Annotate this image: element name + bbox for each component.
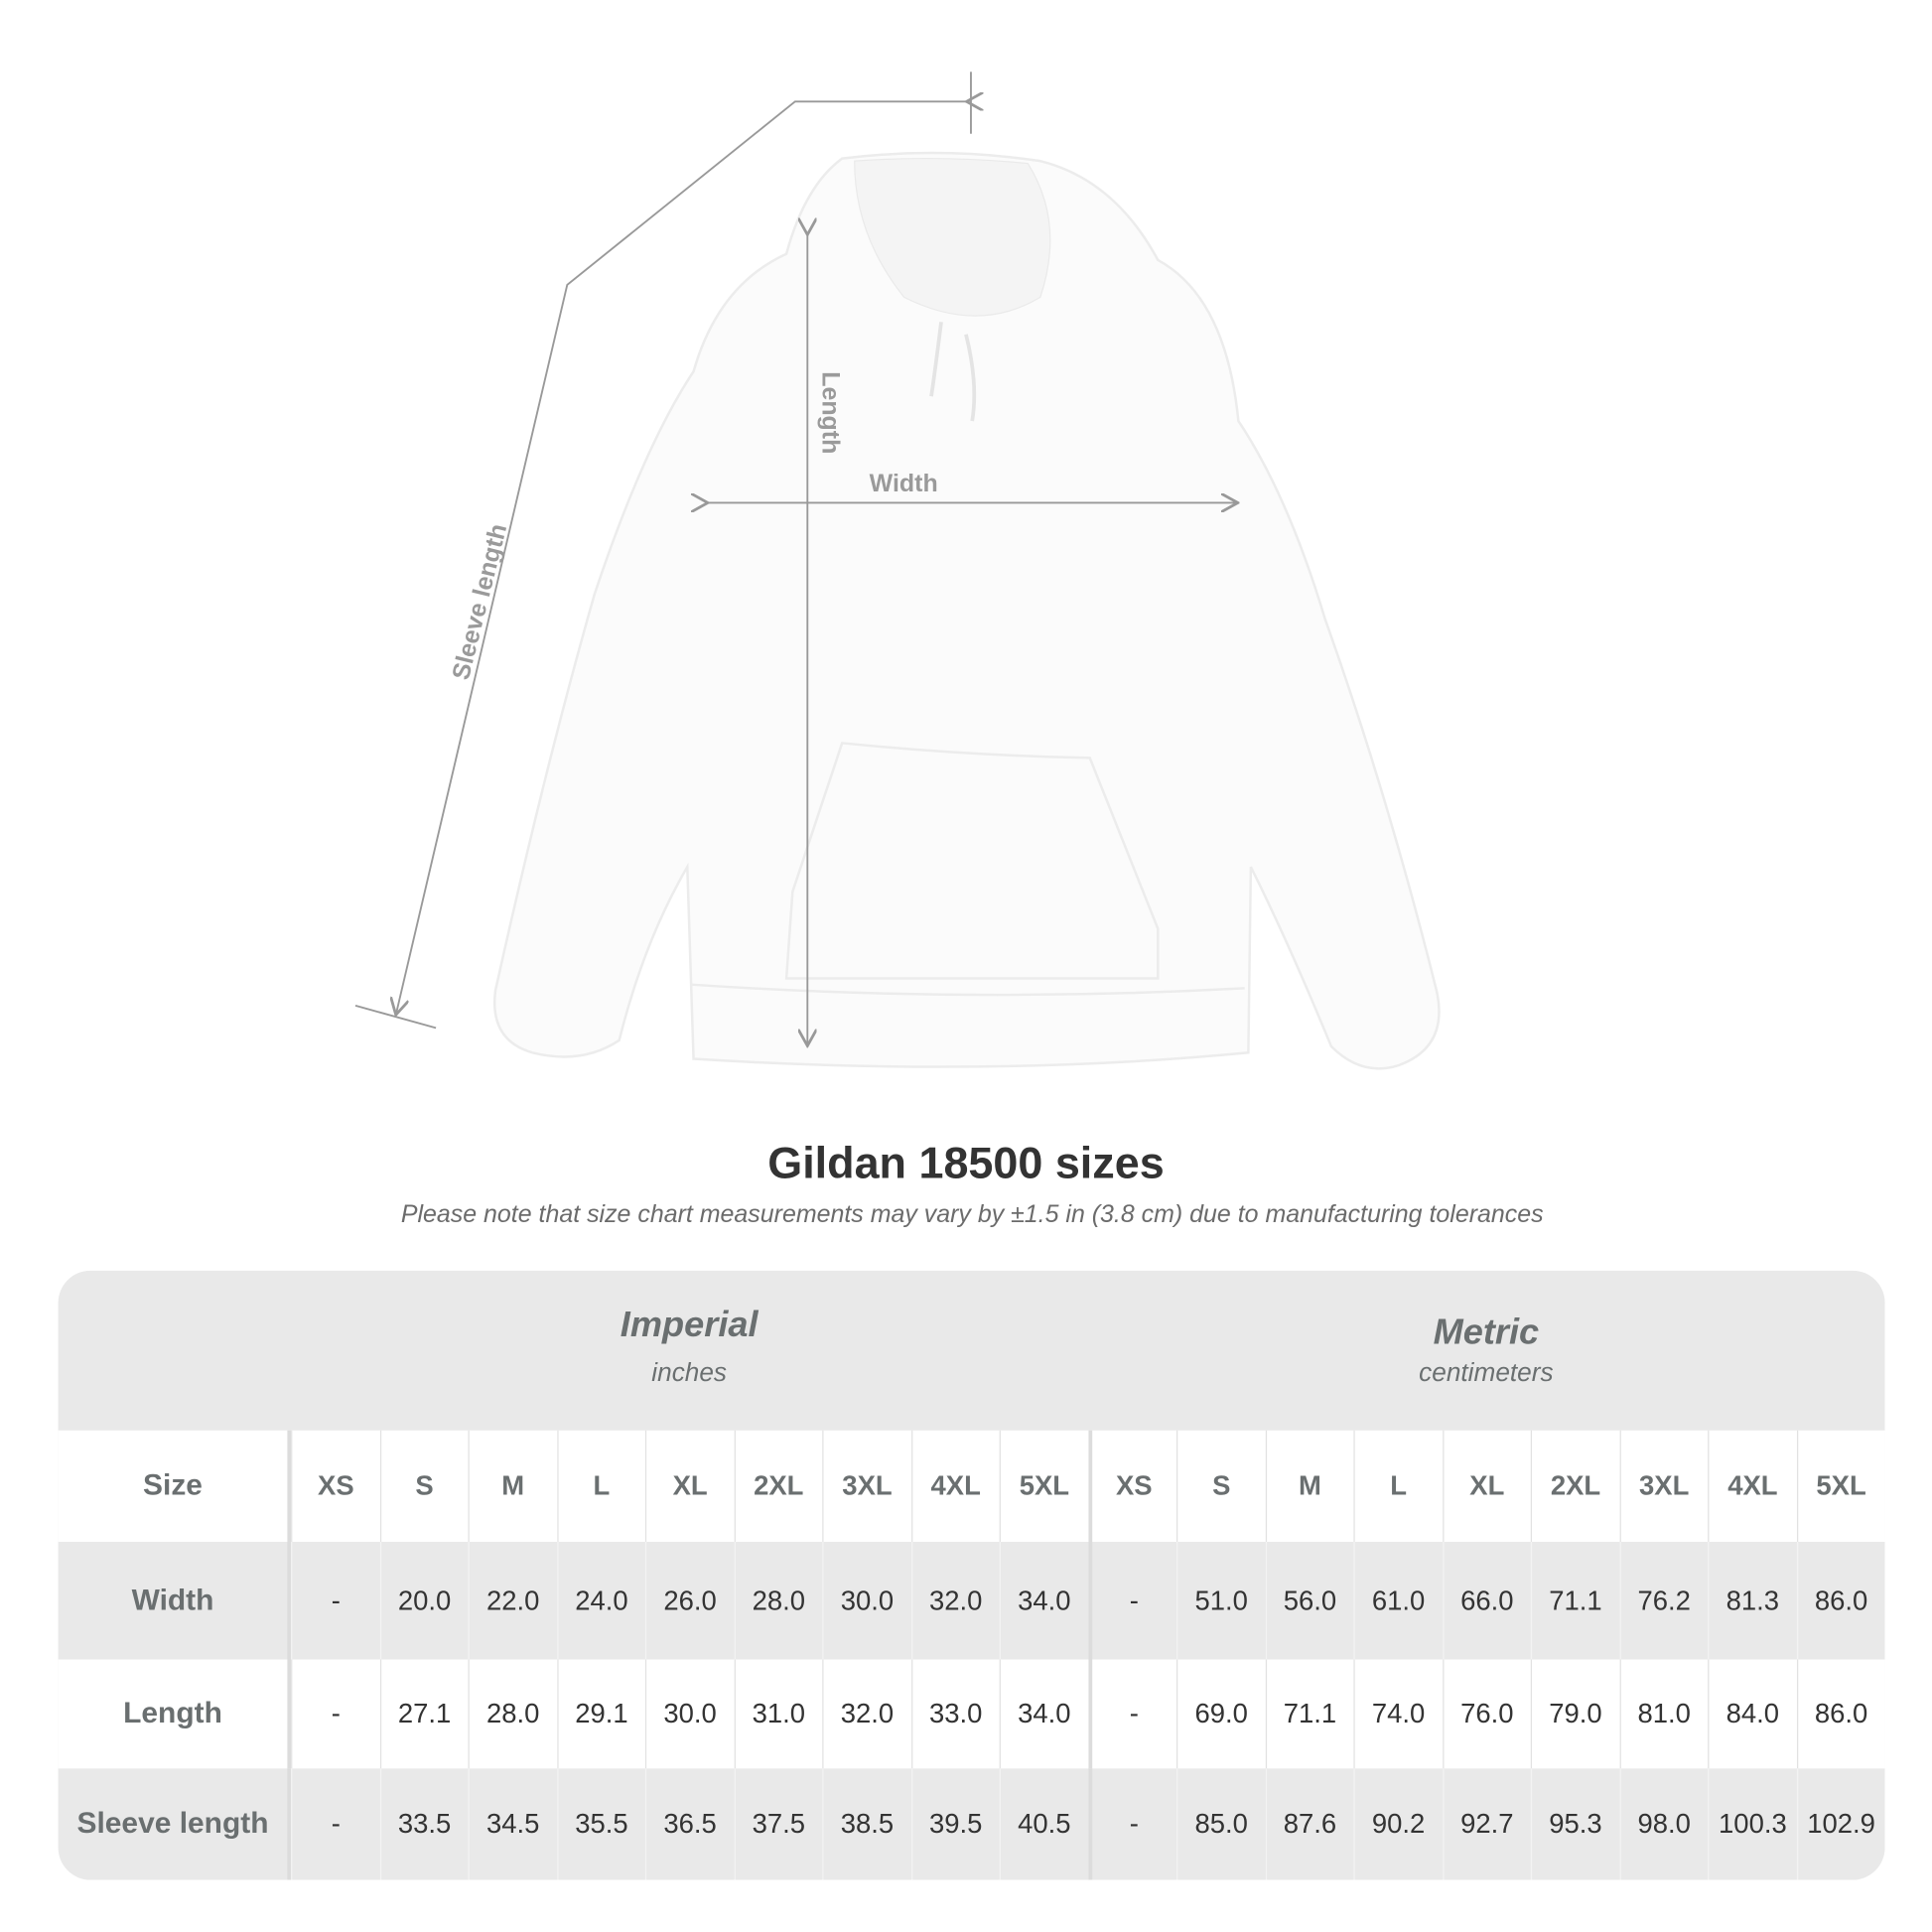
table-cell: 36.5 <box>644 1768 734 1880</box>
size-header-cell: 5XL <box>999 1430 1088 1543</box>
size-row: Size XS S M L XL 2XL 3XL 4XL 5XL XS S M L XL 2XL 3XL 4XL… <box>58 1430 1885 1543</box>
width-label: Width <box>870 470 938 497</box>
row-label: Sleeve length <box>59 1768 292 1880</box>
size-header-cell: XL <box>1442 1430 1531 1543</box>
table-cell: - <box>1087 1659 1176 1769</box>
table-cell: 20.0 <box>379 1542 468 1660</box>
table-cell: 100.3 <box>1708 1768 1796 1880</box>
table-cell: 81.3 <box>1708 1542 1796 1660</box>
table-cell: 76.0 <box>1442 1659 1531 1769</box>
table-cell: - <box>291 1659 379 1769</box>
size-label: Size <box>59 1430 292 1543</box>
table-cell: 30.0 <box>644 1659 734 1769</box>
table-cell: 32.0 <box>822 1659 910 1769</box>
table-cell: - <box>291 1542 379 1660</box>
size-header-cell: 4XL <box>910 1430 999 1543</box>
table-cell: 30.0 <box>822 1542 910 1660</box>
page-title: Gildan 18500 sizes <box>767 1137 1165 1188</box>
metric-unit: centimeters <box>1419 1358 1554 1388</box>
table-cell: 87.6 <box>1265 1768 1353 1880</box>
table-cell: 85.0 <box>1176 1768 1265 1880</box>
size-header-cell: 2XL <box>734 1430 822 1543</box>
table-cell: 66.0 <box>1442 1542 1531 1660</box>
table-row: Length -27.1 28.0 29.1 30.0 31.0 32.0 33.0 34.0-… <box>58 1659 1885 1769</box>
row-label: Width <box>59 1542 292 1660</box>
imperial-unit: inches <box>651 1358 728 1388</box>
table-cell: 71.1 <box>1265 1659 1353 1769</box>
size-header-cell: XL <box>644 1430 734 1543</box>
table-cell: 24.0 <box>556 1542 645 1660</box>
table-cell: 56.0 <box>1265 1542 1353 1660</box>
size-table: Imperial inches Metric centimeters Size … <box>58 1270 1885 1880</box>
size-header-cell: S <box>379 1430 468 1543</box>
row-label: Length <box>59 1659 292 1769</box>
table-cell: 33.0 <box>910 1659 999 1769</box>
size-header-cell: XS <box>291 1430 379 1543</box>
table-cell: 26.0 <box>644 1542 734 1660</box>
table-cell: 40.5 <box>999 1768 1088 1880</box>
table-cell: 51.0 <box>1176 1542 1265 1660</box>
table-cell: 74.0 <box>1353 1659 1442 1769</box>
table-cell: 33.5 <box>379 1768 468 1880</box>
sleeve-measure-line <box>354 71 971 1030</box>
table-cell: 34.0 <box>999 1542 1088 1660</box>
table-cell: 102.9 <box>1796 1768 1884 1880</box>
table-cell: - <box>1087 1768 1176 1880</box>
imperial-title: Imperial <box>620 1305 759 1345</box>
table-row: Sleeve length -33.5 34.5 35.5 36.5 37.5 38.5 39… <box>59 1768 1885 1880</box>
size-header-cell: 3XL <box>822 1430 910 1543</box>
size-header-cell: S <box>1176 1430 1265 1543</box>
hoodie-diagram: Sleeve length Length Width <box>354 71 1441 1070</box>
table-cell: - <box>1087 1542 1176 1660</box>
table-cell: 86.0 <box>1796 1659 1884 1769</box>
table-cell: 90.2 <box>1353 1768 1442 1880</box>
table-cell: 86.0 <box>1796 1542 1884 1660</box>
table-cell: 22.0 <box>468 1542 557 1660</box>
metric-header: Metric centimeters <box>1087 1271 1884 1472</box>
table-cell: 34.5 <box>468 1768 557 1880</box>
table-cell: 31.0 <box>734 1659 822 1769</box>
table-cell: 81.0 <box>1618 1659 1708 1769</box>
table-cell: 61.0 <box>1353 1542 1442 1660</box>
table-cell: 34.0 <box>999 1659 1088 1769</box>
tolerance-note: Please note that size chart measurements… <box>400 1200 1544 1229</box>
size-header-cell: 2XL <box>1530 1430 1619 1543</box>
table-cell: 84.0 <box>1708 1659 1796 1769</box>
table-cell: 98.0 <box>1618 1768 1708 1880</box>
table-cell: 35.5 <box>556 1768 645 1880</box>
table-cell: 95.3 <box>1530 1768 1619 1880</box>
table-cell: 92.7 <box>1442 1768 1531 1880</box>
metric-title: Metric <box>1433 1312 1540 1353</box>
imperial-header: Imperial inches <box>291 1271 1087 1465</box>
size-header-cell: M <box>468 1430 557 1543</box>
table-cell: - <box>291 1768 379 1880</box>
size-header-cell: L <box>556 1430 645 1543</box>
size-header-cell: 3XL <box>1618 1430 1708 1543</box>
table-cell: 29.1 <box>556 1659 645 1769</box>
size-header-cell: L <box>1353 1430 1442 1543</box>
table-cell: 27.1 <box>379 1659 468 1769</box>
size-header-cell: M <box>1265 1430 1353 1543</box>
table-cell: 71.1 <box>1530 1542 1619 1660</box>
length-label: Length <box>816 371 844 454</box>
table-row: Width -20.0 22.0 24.0 26.0 28.0 30.0 32.0 34.0-5… <box>59 1542 1885 1660</box>
table-cell: 69.0 <box>1176 1659 1265 1769</box>
table-cell: 79.0 <box>1530 1659 1619 1769</box>
size-header-cell: XS <box>1087 1430 1176 1543</box>
table-cell: 32.0 <box>910 1542 999 1660</box>
table-cell: 37.5 <box>734 1768 822 1880</box>
table-cell: 38.5 <box>822 1768 910 1880</box>
table-cell: 76.2 <box>1618 1542 1708 1660</box>
table-cell: 28.0 <box>734 1542 822 1660</box>
size-header-cell: 4XL <box>1708 1430 1796 1543</box>
table-cell: 39.5 <box>910 1768 999 1880</box>
sleeve-length-label: Sleeve length <box>447 521 512 683</box>
hoodie-image <box>492 151 1441 1070</box>
table-cell: 28.0 <box>468 1659 557 1769</box>
size-header-cell: 5XL <box>1796 1430 1884 1543</box>
